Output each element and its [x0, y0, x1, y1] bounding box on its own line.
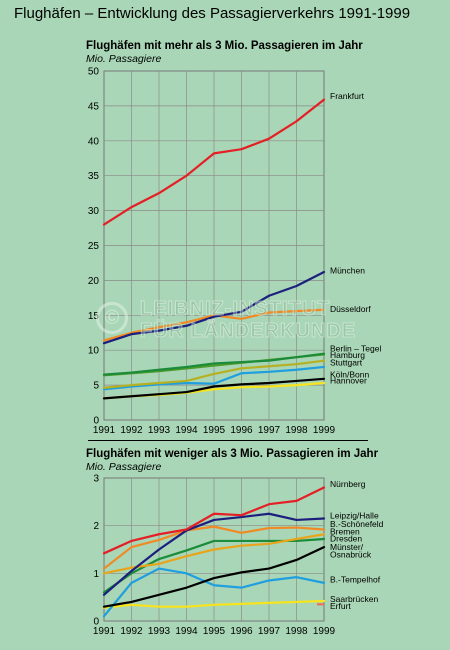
series-label: Dresden: [330, 534, 362, 544]
series-label: Köln/Bonn: [330, 369, 369, 379]
chart-1-y-tick-label: 15: [88, 311, 100, 322]
series-line-frankfurt: [102, 98, 326, 226]
chart-1-y-tick-label: 50: [88, 67, 100, 78]
chart-1-unit: Mio. Passagiere: [86, 53, 162, 65]
series-label: Frankfurt: [330, 91, 365, 101]
series-label: Osnabrück: [330, 549, 372, 559]
chart-1-x-tick-label: 1998: [285, 425, 308, 436]
chart-2-title: Flughäfen mit weniger als 3 Mio. Passagi…: [86, 448, 379, 460]
series-label: München: [330, 265, 365, 275]
chart-1-x-tick-label: 1997: [258, 425, 281, 436]
chart-1-y-tick-label: 0: [93, 416, 99, 427]
divider: [88, 440, 368, 441]
page-title: Flughäfen – Entwicklung des Passagierver…: [14, 5, 411, 22]
chart-2-x-tick-label: 1996: [230, 626, 253, 637]
chart-1-x-tick-label: 1993: [148, 425, 171, 436]
chart-1: 0 5 10 15 20 25 30 35 40 45 50 1991 1992 1993 1994 1995…: [88, 67, 382, 437]
series-label: Bremen: [330, 526, 360, 536]
chart-1-x-tick-label: 1994: [175, 425, 198, 436]
series-label: Münster/: [330, 542, 364, 552]
chart-1-y-tick-label: 25: [88, 241, 100, 252]
chart-1-y-tick-label: 35: [88, 171, 100, 182]
chart-2-x-tick-label: 1993: [148, 626, 171, 637]
series-label: Stuttgart: [330, 358, 363, 368]
chart-2-y-tick-label: 2: [93, 521, 99, 532]
chart-2-x-tick-label: 1999: [313, 626, 336, 637]
chart-1-x-tick-label: 1992: [120, 425, 143, 436]
series-label: Erfurt: [330, 601, 351, 611]
series-line-b-tempelhof: [102, 567, 326, 618]
series-line-saarbrücken: [102, 599, 326, 609]
chart-2-unit: Mio. Passagiere: [86, 461, 162, 473]
chart-1-y-tick-label: 45: [88, 101, 100, 112]
series-line-hannover: [102, 377, 326, 400]
series-line-münster-osnabrück: [102, 546, 326, 608]
series-label: Leipzig/Halle: [330, 511, 379, 521]
series-label: Hamburg: [330, 350, 365, 360]
chart-1-y-tick-label: 5: [93, 381, 99, 392]
chart-1-x-tick-label: 1991: [93, 425, 116, 436]
chart-2-x-tick-label: 1995: [203, 626, 226, 637]
series-line-köln-bonn: [102, 365, 326, 391]
chart-2-y-tick-label: 1: [93, 569, 99, 580]
chart-1-y-tick-label: 20: [88, 276, 100, 287]
series-line-berlin-tegel: [102, 352, 326, 376]
series-label: B.-Schönefeld: [330, 519, 384, 529]
series-line-münchen: [102, 270, 326, 345]
chart-1-y-tick-label: 10: [88, 346, 100, 357]
chart-2-y-tick-label: 3: [93, 474, 99, 485]
chart-1-title: Flughäfen mit mehr als 3 Mio. Passagiere…: [86, 40, 363, 52]
series-line-leipzig-halle: [102, 512, 326, 596]
series-label: Saarbrücken: [330, 594, 378, 604]
series-line-stuttgart: [102, 359, 326, 389]
series-line-b-schönefeld: [102, 525, 326, 570]
chart-2-x-tick-label: 1997: [258, 626, 281, 637]
chart-1-x-tick-label: 1999: [313, 425, 336, 436]
chart-2-x-tick-label: 1998: [285, 626, 308, 637]
series-label: Berlin – Tegel: [330, 344, 381, 354]
series-line-düsseldorf: [102, 308, 326, 342]
series-label: Hannover: [330, 376, 367, 386]
chart-2-x-tick-label: 1994: [175, 626, 198, 637]
series-label: Düsseldorf: [330, 304, 371, 314]
chart-1-x-tick-label: 1996: [230, 425, 253, 436]
chart-1-y-tick-label: 30: [88, 206, 100, 217]
chart-2-x-tick-label: 1991: [93, 626, 116, 637]
chart-1-y-tick-label: 40: [88, 136, 100, 147]
series-line-nürnberg: [102, 486, 326, 555]
series-label: B.-Tempelhof: [330, 575, 381, 585]
chart-2-y-tick-label: 0: [93, 617, 99, 628]
series-line-bremen: [102, 533, 326, 575]
chart-2-x-tick-label: 1992: [120, 626, 143, 637]
chart-1-x-tick-label: 1995: [203, 425, 226, 436]
series-label: Nürnberg: [330, 479, 366, 489]
